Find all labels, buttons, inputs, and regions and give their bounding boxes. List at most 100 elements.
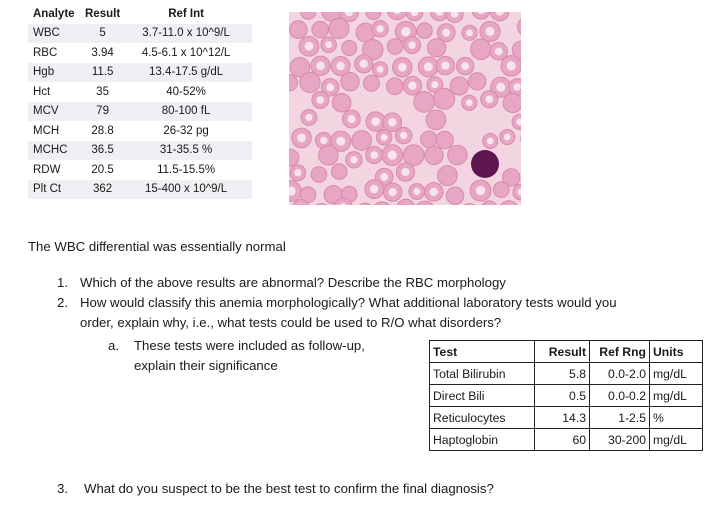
central-pallor bbox=[339, 203, 347, 205]
central-pallor bbox=[297, 133, 306, 143]
red-blood-cell bbox=[299, 186, 317, 204]
red-blood-cell bbox=[361, 39, 384, 61]
red-blood-cell bbox=[427, 38, 447, 58]
lab-units: % bbox=[649, 406, 703, 429]
cbc-analyte: Plt Ct bbox=[28, 179, 85, 199]
central-pallor bbox=[397, 62, 407, 72]
red-blood-cell bbox=[333, 197, 353, 205]
red-blood-cell bbox=[512, 183, 521, 201]
red-blood-cell bbox=[374, 201, 390, 205]
cbc-ref: 4.5-6.1 x 10^12/L bbox=[141, 46, 231, 59]
lab-result: 14.3 bbox=[534, 406, 590, 429]
question-2-number: 2. bbox=[57, 295, 68, 310]
cbc-ref: 3.7-11.0 x 10^9/L bbox=[120, 23, 252, 43]
red-blood-cell bbox=[489, 12, 510, 22]
cbc-ref: 11.5-15.5% bbox=[157, 163, 216, 176]
cbc-row-mcv: MCV 79 80-100 fL bbox=[28, 101, 252, 121]
central-pallor bbox=[304, 41, 314, 51]
lab-test: Direct Bili bbox=[429, 384, 535, 407]
central-pallor bbox=[320, 136, 328, 145]
central-pallor bbox=[289, 186, 296, 196]
red-blood-cell bbox=[289, 74, 298, 92]
lab-row-direct-bili: Direct Bili 0.5 0.0-0.2 mg/dL bbox=[429, 384, 703, 407]
red-blood-cell bbox=[299, 71, 321, 94]
red-blood-cell bbox=[328, 17, 350, 40]
lab-ref: 0.0-0.2 bbox=[589, 384, 650, 407]
cbc-result: 362 bbox=[85, 179, 121, 199]
red-blood-cell bbox=[416, 200, 434, 205]
question-1-number: 1. bbox=[57, 275, 68, 290]
red-blood-cell bbox=[289, 148, 300, 167]
red-blood-cell bbox=[292, 199, 310, 205]
central-pallor bbox=[506, 61, 516, 71]
cbc-result: 35 bbox=[96, 85, 109, 98]
cbc-row-mch: MCH 28.8 26-32 pg bbox=[28, 121, 252, 141]
cbc-analyte: MCHC bbox=[28, 140, 85, 160]
central-pallor bbox=[388, 118, 397, 127]
lab-units: mg/dL bbox=[649, 428, 703, 451]
cbc-header-analyte: Analyte bbox=[33, 7, 75, 20]
red-blood-cell bbox=[311, 20, 329, 39]
red-blood-cell bbox=[447, 144, 468, 166]
red-blood-cell bbox=[424, 145, 444, 166]
red-blood-cell bbox=[405, 12, 424, 22]
central-pallor bbox=[517, 188, 521, 196]
central-pallor bbox=[429, 187, 438, 197]
lab-header-result: Result bbox=[534, 340, 590, 363]
cbc-analyte: Hgb bbox=[28, 62, 85, 82]
central-pallor bbox=[494, 47, 503, 56]
lab-result: 60 bbox=[534, 428, 590, 451]
cbc-result: 28.8 bbox=[91, 124, 114, 137]
central-pallor bbox=[387, 150, 397, 160]
central-pallor bbox=[359, 59, 368, 68]
red-blood-cell bbox=[502, 92, 521, 114]
central-pallor bbox=[485, 95, 494, 104]
red-blood-cell bbox=[449, 76, 469, 96]
red-blood-cell bbox=[359, 202, 371, 205]
central-pallor bbox=[513, 83, 521, 91]
red-blood-cell bbox=[416, 22, 433, 39]
cbc-analyte: WBC bbox=[28, 23, 85, 43]
question-1-text: Which of the above results are abnormal?… bbox=[80, 275, 506, 290]
central-pallor bbox=[326, 83, 335, 92]
red-blood-cell bbox=[289, 56, 311, 78]
central-pallor bbox=[461, 62, 470, 70]
central-pallor bbox=[466, 29, 473, 37]
lab-result: 0.5 bbox=[534, 384, 590, 407]
cbc-ref: 13.4-17.5 g/dL bbox=[120, 62, 252, 82]
cbc-row-wbc: WBC 5 3.7-11.0 x 10^9/L bbox=[28, 23, 252, 43]
cbc-analyte: Hct bbox=[33, 85, 51, 98]
central-pallor bbox=[325, 41, 333, 49]
central-pallor bbox=[408, 81, 417, 90]
red-blood-cell bbox=[402, 144, 425, 167]
lab-row-total-bilirubin: Total Bilirubin 5.8 0.0-2.0 mg/dL bbox=[429, 362, 703, 385]
red-blood-cell bbox=[299, 12, 317, 20]
red-blood-cell bbox=[445, 186, 465, 205]
cbc-analyte: RBC bbox=[33, 46, 58, 59]
cbc-row-hct: Hct 35 40-52% bbox=[28, 82, 252, 102]
central-pallor bbox=[316, 61, 325, 71]
red-blood-cell bbox=[386, 77, 404, 96]
question-2a-line2: explain their significance bbox=[134, 358, 278, 373]
central-pallor bbox=[465, 99, 473, 107]
lab-header-test: Test bbox=[429, 340, 535, 363]
cbc-analyte: MCV bbox=[28, 101, 85, 121]
lab-ref: 0.0-2.0 bbox=[589, 362, 650, 385]
cbc-header-row: Analyte Result Ref Int bbox=[28, 4, 252, 24]
question-2-text-line2: order, explain why, i.e., what tests cou… bbox=[80, 315, 502, 330]
central-pallor bbox=[503, 133, 511, 141]
central-pallor bbox=[495, 12, 504, 16]
central-pallor bbox=[388, 187, 397, 197]
lymphocyte bbox=[471, 150, 499, 178]
central-pallor bbox=[516, 118, 521, 126]
cbc-ref: 26-32 pg bbox=[163, 124, 209, 137]
central-pallor bbox=[485, 26, 495, 36]
cbc-row-rdw: RDW 20.5 11.5-15.5% bbox=[28, 160, 252, 180]
red-blood-cell bbox=[315, 203, 328, 205]
question-3-text: What do you suspect to be the best test … bbox=[84, 481, 494, 496]
red-blood-cell bbox=[502, 168, 521, 187]
red-blood-cell bbox=[331, 93, 352, 113]
cbc-result: 5 bbox=[85, 23, 121, 43]
question-2-text-line1: How would classify this anemia morpholog… bbox=[80, 295, 617, 310]
central-pallor bbox=[344, 12, 354, 17]
